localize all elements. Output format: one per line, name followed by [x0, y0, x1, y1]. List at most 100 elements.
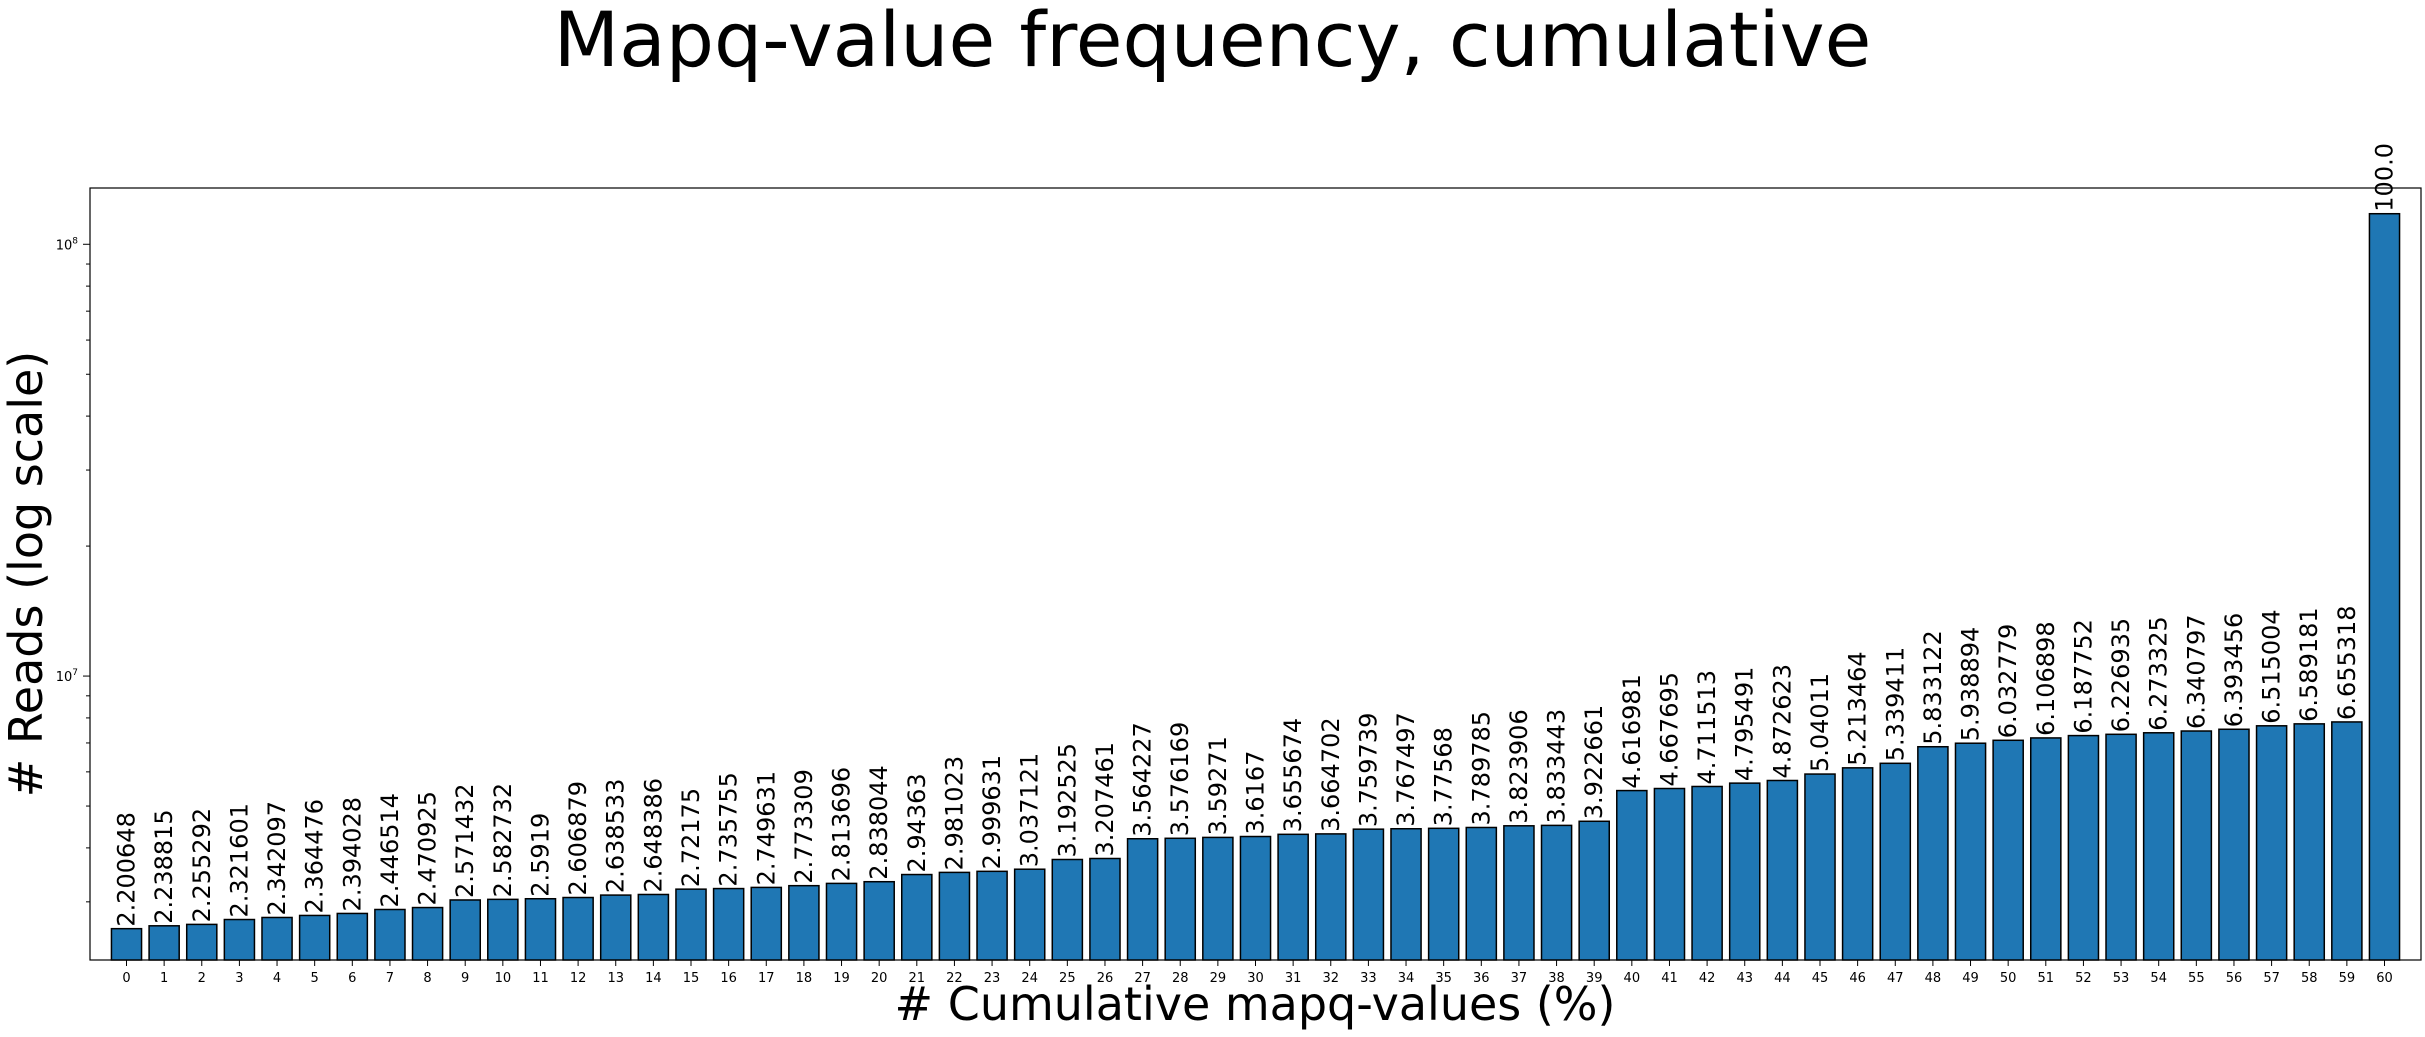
- bar: [2142, 732, 2175, 961]
- x-tick-label: 9: [461, 971, 469, 986]
- x-tick-label: 39: [1586, 971, 1603, 986]
- bar: [1804, 773, 1836, 961]
- bar-value-label: 3.922661: [1580, 705, 1608, 820]
- bar-value-label: 2.394028: [338, 797, 366, 912]
- bar: [1653, 787, 1686, 961]
- x-tick-label: 5: [311, 971, 319, 986]
- x-tick-label: 38: [1548, 971, 1565, 986]
- bar: [1578, 820, 1611, 961]
- bar-value-label: 5.833122: [1919, 630, 1947, 745]
- bar-value-label: 3.664702: [1317, 717, 1345, 832]
- bar: [2368, 212, 2401, 961]
- x-tick-label: 53: [2113, 971, 2130, 986]
- y-tick-label: 108: [56, 236, 79, 253]
- bar-value-label: 2.735755: [715, 772, 743, 887]
- x-tick-label: 8: [423, 971, 431, 986]
- bar: [374, 908, 406, 961]
- x-tick-label: 26: [1097, 971, 1114, 986]
- bar-value-label: 4.667695: [1655, 672, 1683, 787]
- bars-group: [110, 212, 2401, 961]
- x-tick-label: 27: [1134, 971, 1151, 986]
- bar-value-label: 2.571432: [451, 783, 479, 898]
- x-tick-label: 16: [720, 971, 737, 986]
- bar: [185, 923, 218, 961]
- bar: [938, 871, 971, 961]
- bar: [524, 897, 557, 961]
- x-tick-label: 32: [1322, 971, 1339, 986]
- bar: [1992, 739, 2024, 961]
- x-tick-label: 36: [1473, 971, 1490, 986]
- bar-value-label: 2.999631: [978, 755, 1006, 870]
- bar-value-label: 6.340797: [2182, 614, 2210, 729]
- bar-value-label: 6.655318: [2333, 605, 2361, 720]
- bar: [900, 873, 933, 961]
- bar-value-label: 2.238815: [150, 809, 178, 924]
- bar-value-label: 6.393456: [2220, 613, 2248, 728]
- x-tick-label: 52: [2075, 971, 2092, 986]
- x-axis-title: # Cumulative mapq-values (%): [895, 977, 1616, 1031]
- bar-value-label: 3.77568: [1430, 727, 1458, 826]
- bar: [863, 880, 895, 961]
- bar-value-label: 3.6167: [1242, 751, 1270, 835]
- bar-value-label: 6.187752: [2069, 619, 2097, 734]
- x-tick-label: 31: [1285, 971, 1302, 986]
- x-tick-label: 50: [2000, 971, 2017, 986]
- bar-value-label: 3.655674: [1279, 718, 1307, 833]
- x-tick-label: 58: [2301, 971, 2318, 986]
- x-tick-label: 55: [2188, 971, 2205, 986]
- bar-value-label: 3.759739: [1354, 713, 1382, 828]
- x-tick-label: 41: [1661, 971, 1678, 986]
- x-tick-label: 22: [946, 971, 963, 986]
- bar: [1879, 762, 1912, 961]
- bar: [1766, 779, 1799, 961]
- x-tick-label: 7: [386, 971, 394, 986]
- bar: [411, 906, 444, 961]
- bar: [2180, 730, 2213, 961]
- x-tick-label: 17: [758, 971, 775, 986]
- x-tick-label: 37: [1511, 971, 1528, 986]
- bar-value-label: 2.606879: [564, 781, 592, 896]
- y-axis-title: # Reads (log scale): [0, 351, 53, 798]
- bar-value-label: 6.032779: [1994, 624, 2022, 739]
- bar: [223, 918, 256, 961]
- x-tick-label: 35: [1435, 971, 1452, 986]
- bar-value-label: 3.767497: [1392, 712, 1420, 827]
- bar: [637, 893, 670, 961]
- x-tick-label: 46: [1849, 971, 1866, 986]
- bar: [1427, 827, 1460, 961]
- bar: [2105, 733, 2137, 961]
- x-tick-label: 54: [2150, 971, 2167, 986]
- x-tick-label: 59: [2339, 971, 2356, 986]
- x-tick-label: 49: [1962, 971, 1979, 986]
- x-tick-label: 21: [909, 971, 926, 986]
- x-tick-label: 23: [984, 971, 1001, 986]
- bar-value-label: 2.5919: [526, 813, 554, 897]
- bar-value-label: 2.648386: [639, 778, 667, 893]
- bar-value-label: 6.589181: [2295, 607, 2323, 722]
- bar-value-label: 100.0: [2370, 143, 2398, 212]
- bar: [2331, 721, 2363, 961]
- bar: [449, 899, 482, 961]
- bar: [1728, 782, 1761, 961]
- bar-value-label: 4.872623: [1768, 664, 1796, 779]
- x-tick-label: 43: [1736, 971, 1753, 986]
- x-tick-label: 60: [2376, 971, 2393, 986]
- x-tick-label: 30: [1247, 971, 1264, 986]
- x-tick-label: 19: [833, 971, 850, 986]
- bar: [1917, 745, 1949, 961]
- bar-value-label: 3.823906: [1505, 709, 1533, 824]
- bar-value-label: 2.72175: [677, 788, 705, 887]
- x-tick-label: 20: [871, 971, 888, 986]
- bar-value-label: 3.564227: [1129, 722, 1157, 837]
- bar-value-label: 3.59271: [1204, 736, 1232, 835]
- bar-labels-group: 2.200648 2.238815 2.255292 2.321601 2.342097…: [113, 143, 2399, 927]
- x-tick-label: 0: [122, 971, 130, 986]
- x-tick-label: 6: [348, 971, 356, 986]
- x-tick-label: 47: [1887, 971, 1904, 986]
- x-tick-label: 18: [796, 971, 813, 986]
- bar: [487, 898, 519, 961]
- bar-value-label: 3.192525: [1053, 743, 1081, 858]
- x-tick-label: 3: [235, 971, 243, 986]
- x-ticks-group: 0 1 2 3 4 5 6 7 8 9 10 11 12 13 14 15 16 17 18 19 20 21 22 23 24…: [122, 960, 2393, 986]
- bar-value-label: 4.711513: [1693, 670, 1721, 785]
